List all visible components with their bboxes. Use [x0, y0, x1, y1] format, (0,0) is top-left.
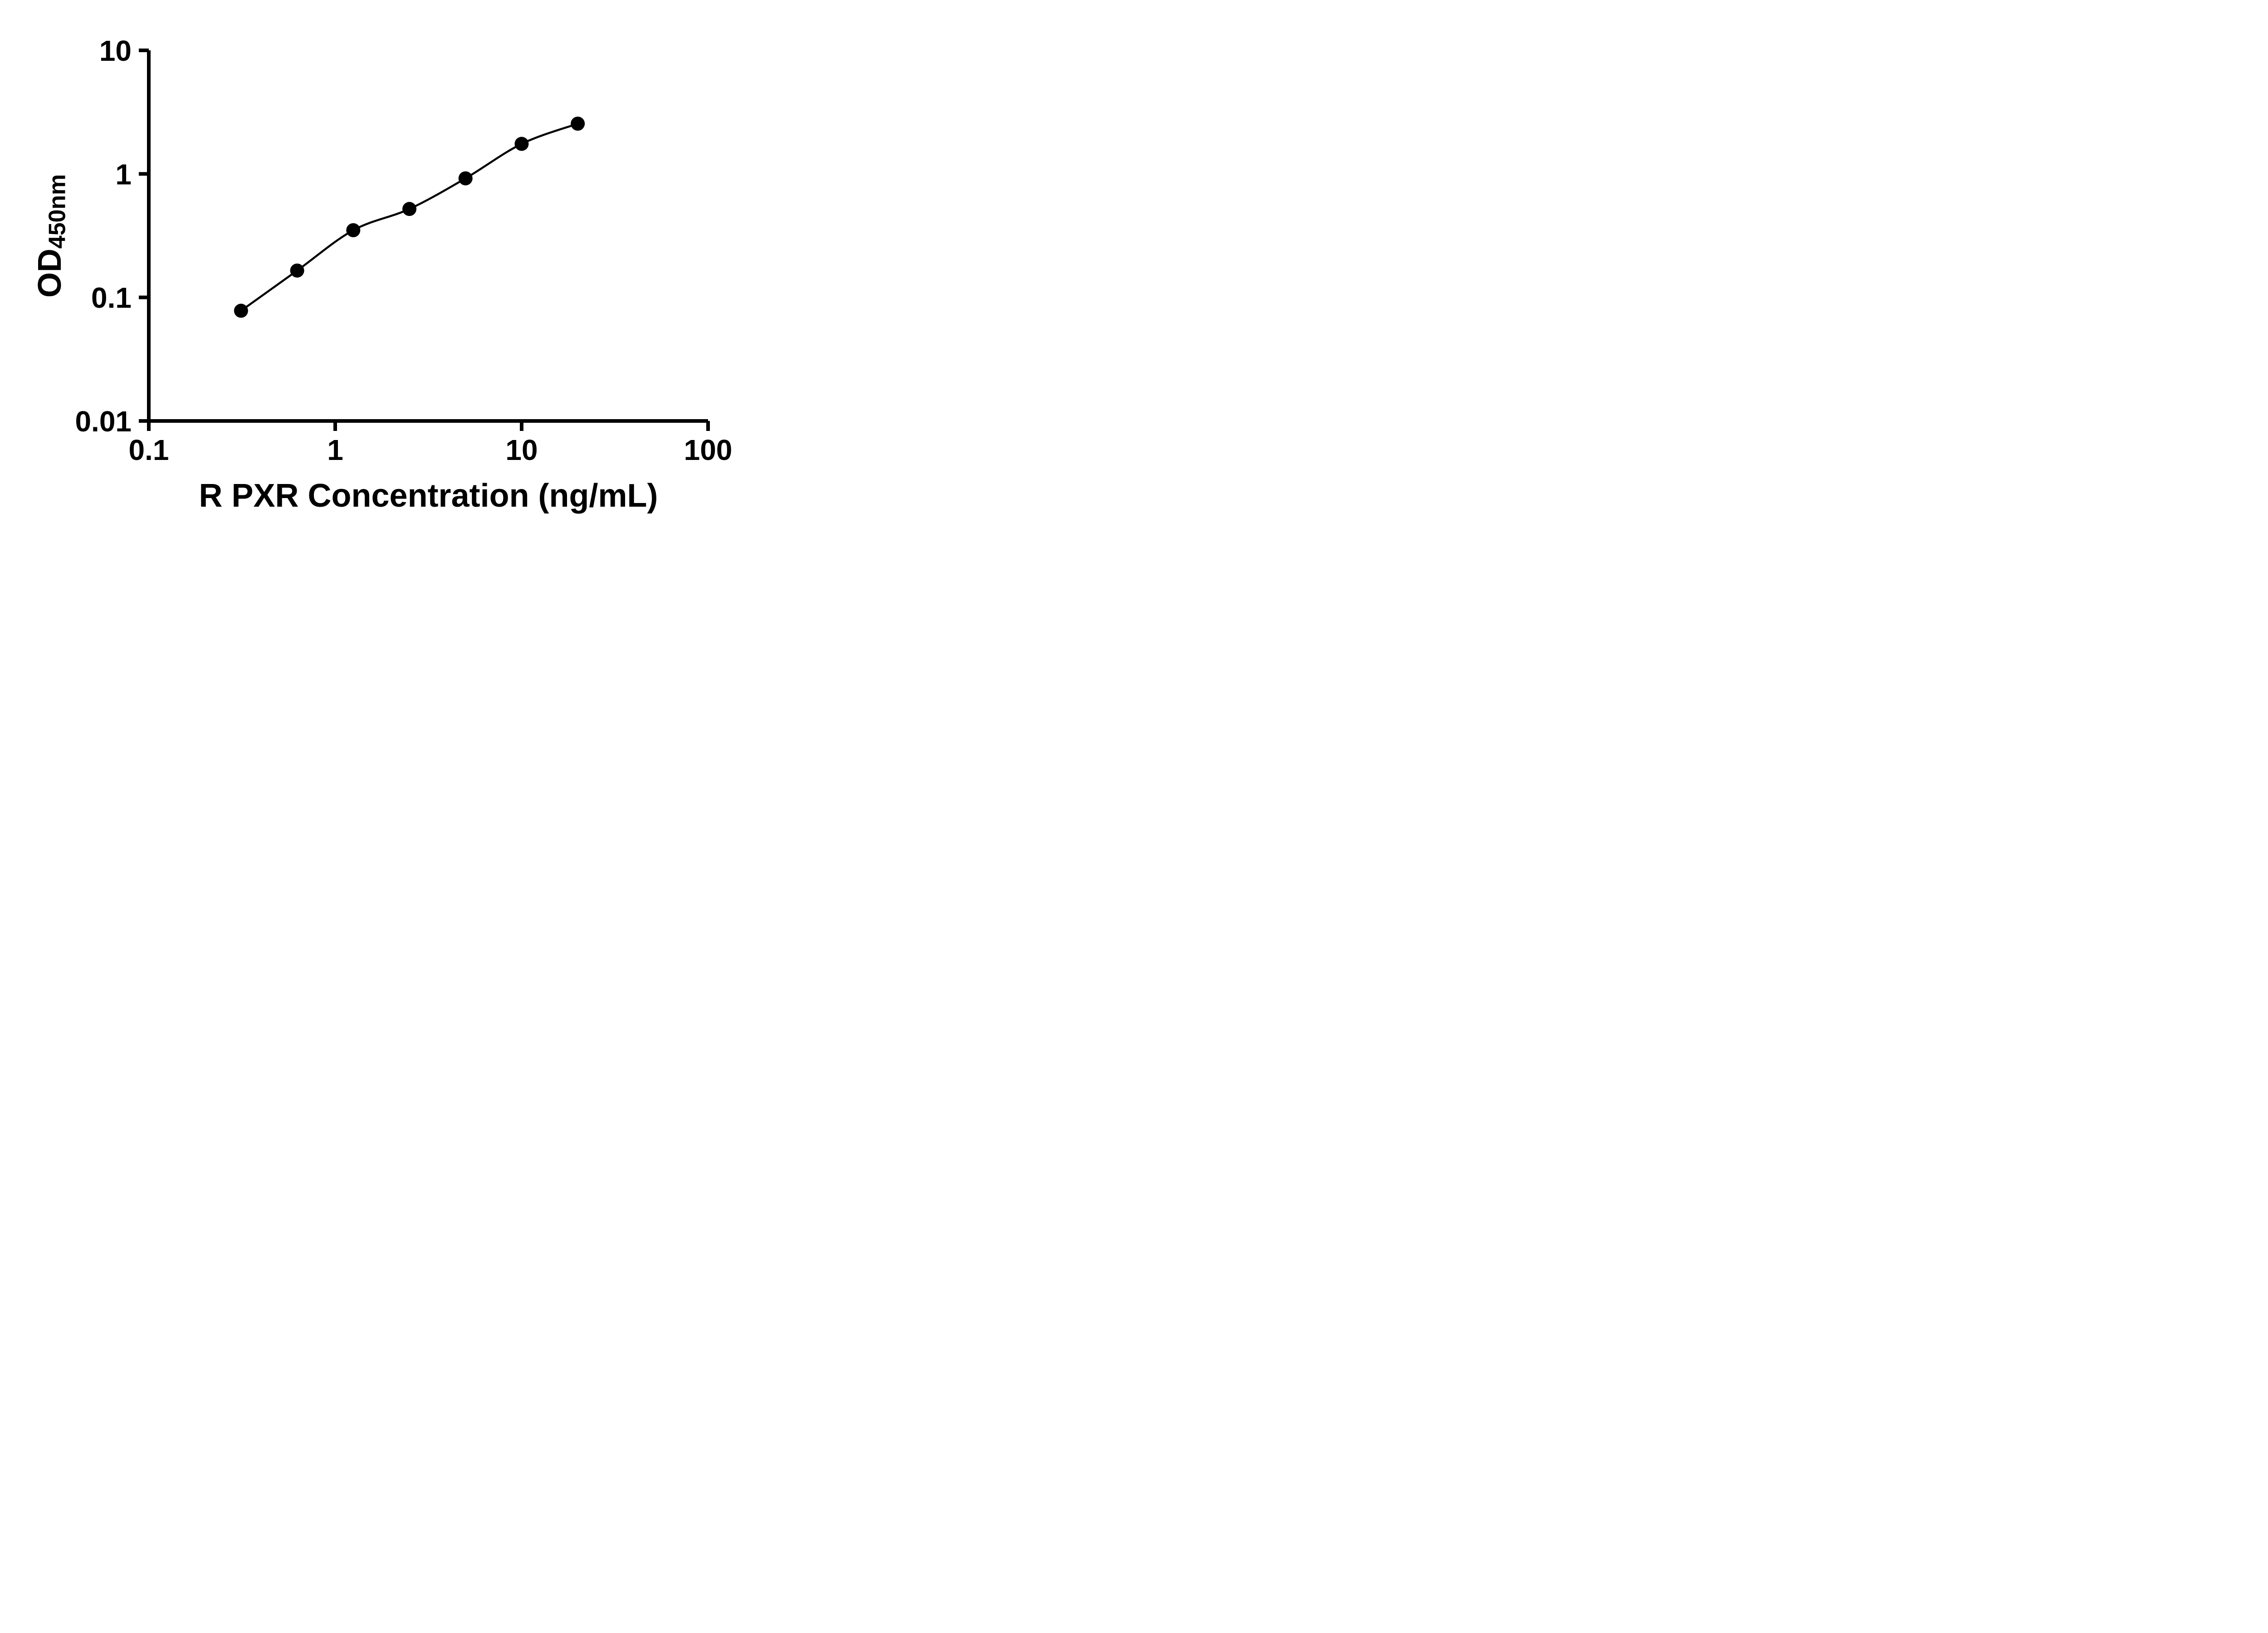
x-tick-label: 0.1: [129, 434, 169, 466]
axes-frame: [147, 50, 708, 423]
data-point: [346, 223, 361, 237]
data-point: [458, 171, 473, 186]
x-axis-title: R PXR Concentration (ng/mL): [199, 478, 658, 514]
y-tick-label: 0.1: [91, 282, 132, 314]
data-point: [402, 202, 417, 216]
y-axis-title-main: OD: [32, 249, 68, 298]
data-point: [514, 137, 529, 151]
y-tick-label: 1: [115, 158, 132, 191]
y-axis-title: OD450nm: [29, 141, 70, 331]
fit-curve: [240, 122, 579, 312]
y-axis-title-subscript: 450nm: [44, 174, 70, 249]
elisa-standard-curve-figure: 0.1 1 10 100 0.01 0.1 1 10 OD450nm R PXR Concen…: [0, 0, 777, 544]
x-tick-label: 100: [684, 434, 733, 466]
data-point: [234, 303, 248, 318]
data-point: [290, 263, 304, 278]
data-point: [571, 117, 585, 131]
x-tick-label: 10: [505, 434, 538, 466]
x-tick-label: 1: [327, 434, 343, 466]
y-tick-label: 0.01: [75, 405, 132, 438]
y-tick-label: 10: [99, 34, 132, 67]
